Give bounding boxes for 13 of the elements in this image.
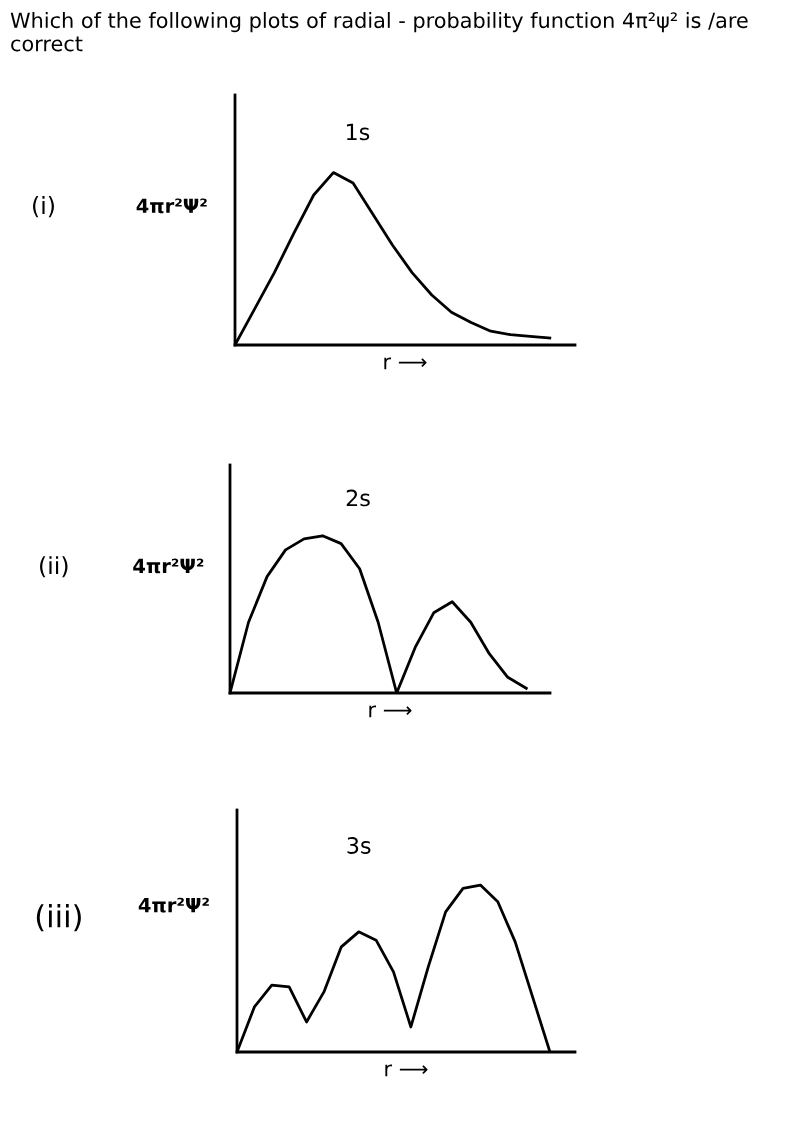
x-axis-title: r ⟶	[385, 1064, 428, 1077]
y-axis-title: 4πr²Ψ²	[138, 897, 209, 913]
y-axis-title: 4πr²Ψ²	[136, 198, 207, 214]
text: 3s	[347, 837, 371, 854]
text: (i)	[33, 196, 54, 218]
chart-title: Which of the following plots of radial - probability function 4π²ψ² is /are correct	[10, 12, 748, 52]
x-axis-title: r ⟶	[369, 705, 412, 718]
text: 1s	[346, 123, 370, 141]
y-axis-title: 4πr²Ψ²	[133, 558, 204, 574]
text: (iii)	[36, 904, 81, 932]
text: 2s	[346, 489, 370, 507]
text: (ii)	[40, 556, 68, 578]
x-axis-title: r ⟶	[384, 357, 427, 370]
